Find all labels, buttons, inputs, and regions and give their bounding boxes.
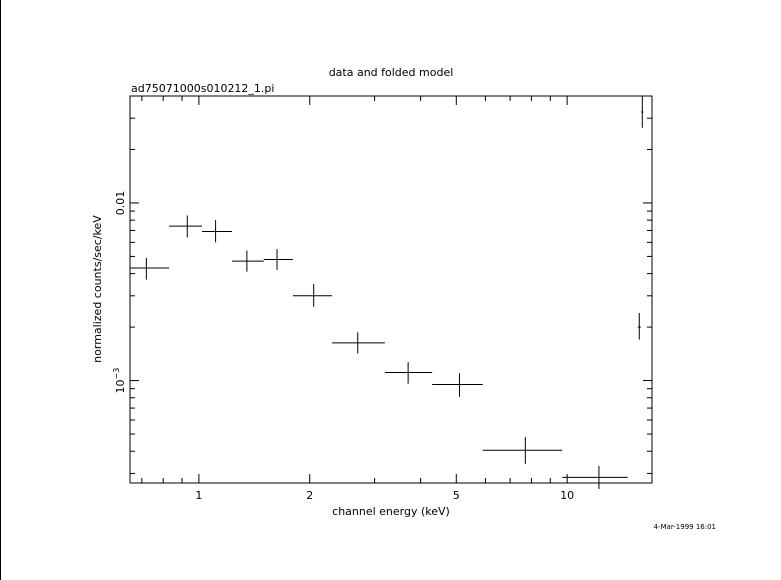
x-axis-tick-labels: 1 2 5 10 [195, 489, 574, 502]
y-tick-label: 0.01 [114, 191, 127, 216]
data-point [292, 283, 333, 307]
data-point [169, 215, 203, 238]
y-tick-label-exponent: −3 [112, 368, 121, 380]
x-axis-label: channel energy (keV) [332, 505, 450, 518]
plot-frame [129, 95, 653, 484]
y-tick-label-base: 10 [114, 379, 127, 393]
data-point [232, 250, 264, 272]
y-axis-tick-labels: 0.01 10−3 [112, 191, 127, 394]
data-points [130, 96, 644, 490]
chart-subtitle: ad75071000s010212_1.pi [131, 82, 274, 95]
data-point [332, 332, 385, 354]
x-tick-label: 1 [195, 489, 202, 502]
y-tick-label: 10−3 [112, 368, 127, 394]
y-axis-label: normalized counts/sec/keV [91, 215, 104, 363]
data-point [384, 362, 433, 384]
x-axis-ticks [141, 96, 568, 483]
chart-title: data and folded model [329, 66, 454, 79]
window-edge-line [0, 0, 1, 580]
timestamp: 4-Mar-1999 16:01 [654, 523, 716, 531]
x-tick-label: 2 [306, 489, 313, 502]
data-point [130, 257, 170, 280]
data-point [263, 249, 293, 270]
data-point [482, 437, 563, 464]
x-tick-label: 5 [453, 489, 460, 502]
data-point [637, 313, 641, 340]
data-point [202, 220, 233, 243]
data-point [562, 466, 628, 490]
data-point [432, 373, 483, 397]
data-point [641, 96, 644, 128]
x-tick-label: 10 [560, 489, 574, 502]
y-axis-ticks [130, 95, 652, 474]
